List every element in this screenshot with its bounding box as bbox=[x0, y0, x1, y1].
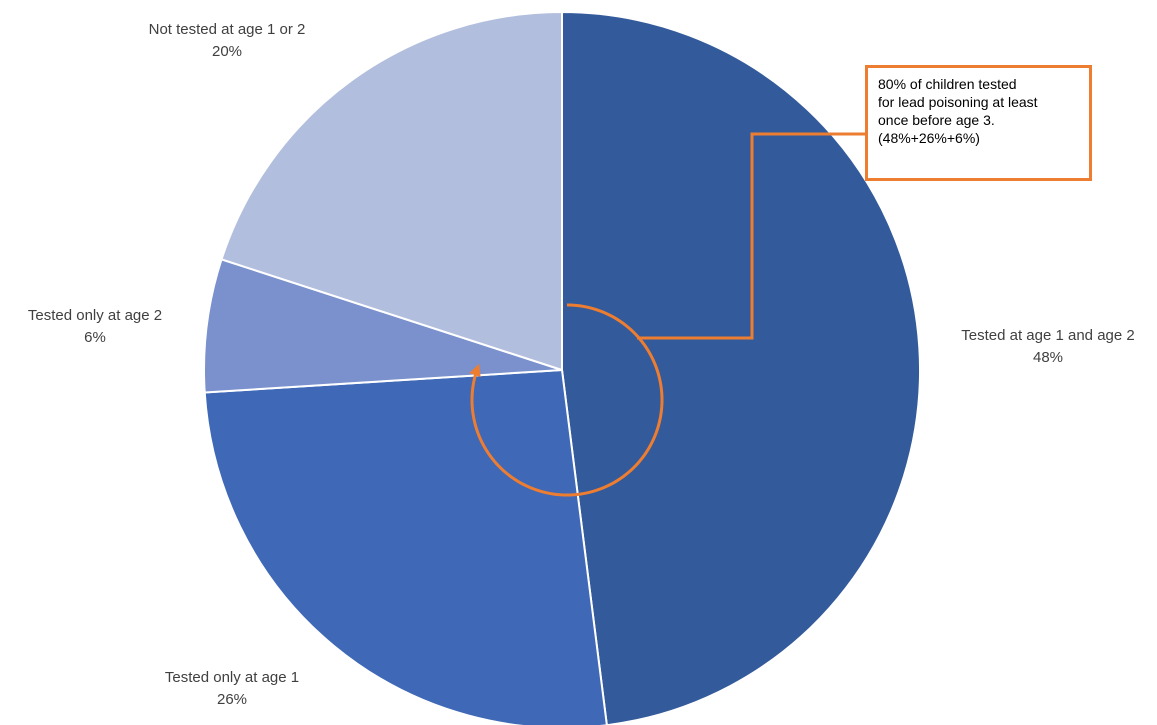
slice-labels: Tested at age 1 and age 2 48% Tested only … bbox=[28, 21, 1135, 708]
pie-slice-4 bbox=[220, 10, 563, 372]
slice-category-label: Tested at age 1 and age 2 bbox=[961, 327, 1134, 344]
annotation-line-3: once before age 3. bbox=[878, 112, 995, 128]
circular-arrow-arc bbox=[470, 303, 664, 497]
pie-slice-1 bbox=[561, 10, 922, 725]
callout-connector-line bbox=[637, 132, 865, 340]
slice-category-label: Tested only at age 2 bbox=[28, 307, 162, 324]
slice-label-1: Tested at age 1 and age 2 48% bbox=[961, 327, 1134, 366]
annotation-line-1: 80% of children tested bbox=[878, 76, 1017, 92]
pie-slices bbox=[203, 10, 922, 725]
circular-arrow-head bbox=[469, 363, 481, 378]
pie-slice-3 bbox=[203, 258, 563, 394]
pie-slice-2 bbox=[203, 368, 608, 725]
annotation-line-4: (48%+26%+6%) bbox=[878, 130, 980, 146]
annotation-line-2: for lead poisoning at least bbox=[878, 94, 1038, 110]
slice-value-label: 6% bbox=[84, 329, 106, 346]
slice-label-2: Tested only at age 1 26% bbox=[165, 669, 299, 708]
annotation-callout-box: 80% of children tested for lead poisonin… bbox=[865, 65, 1092, 181]
slice-value-label: 48% bbox=[1033, 349, 1063, 366]
annotation-arrow bbox=[469, 132, 865, 497]
slice-value-label: 26% bbox=[217, 691, 247, 708]
slice-label-4: Not tested at age 1 or 2 20% bbox=[149, 21, 306, 60]
slice-category-label: Not tested at age 1 or 2 bbox=[149, 21, 306, 38]
slice-category-label: Tested only at age 1 bbox=[165, 669, 299, 686]
slice-value-label: 20% bbox=[212, 43, 242, 60]
slice-label-3: Tested only at age 2 6% bbox=[28, 307, 162, 346]
